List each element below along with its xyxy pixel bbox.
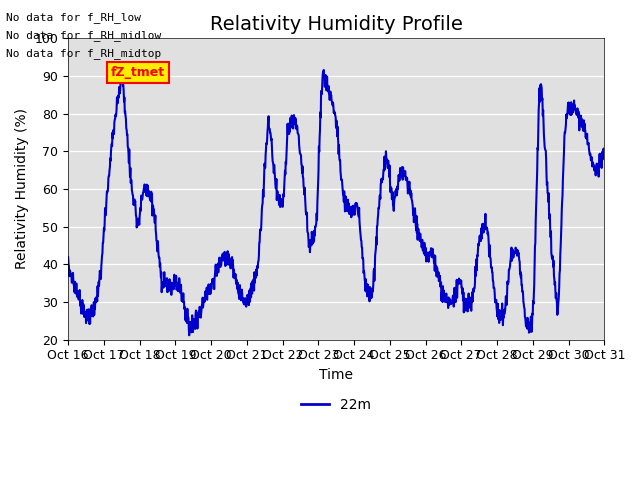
Legend: 22m: 22m — [296, 392, 377, 417]
Title: Relativity Humidity Profile: Relativity Humidity Profile — [210, 15, 463, 34]
Text: No data for f_RH_midlow: No data for f_RH_midlow — [6, 30, 162, 41]
Y-axis label: Relativity Humidity (%): Relativity Humidity (%) — [15, 108, 29, 269]
Text: fZ_tmet: fZ_tmet — [111, 66, 165, 79]
X-axis label: Time: Time — [319, 368, 353, 382]
Text: No data for f_RH_midtop: No data for f_RH_midtop — [6, 48, 162, 60]
Text: No data for f_RH_low: No data for f_RH_low — [6, 12, 141, 23]
